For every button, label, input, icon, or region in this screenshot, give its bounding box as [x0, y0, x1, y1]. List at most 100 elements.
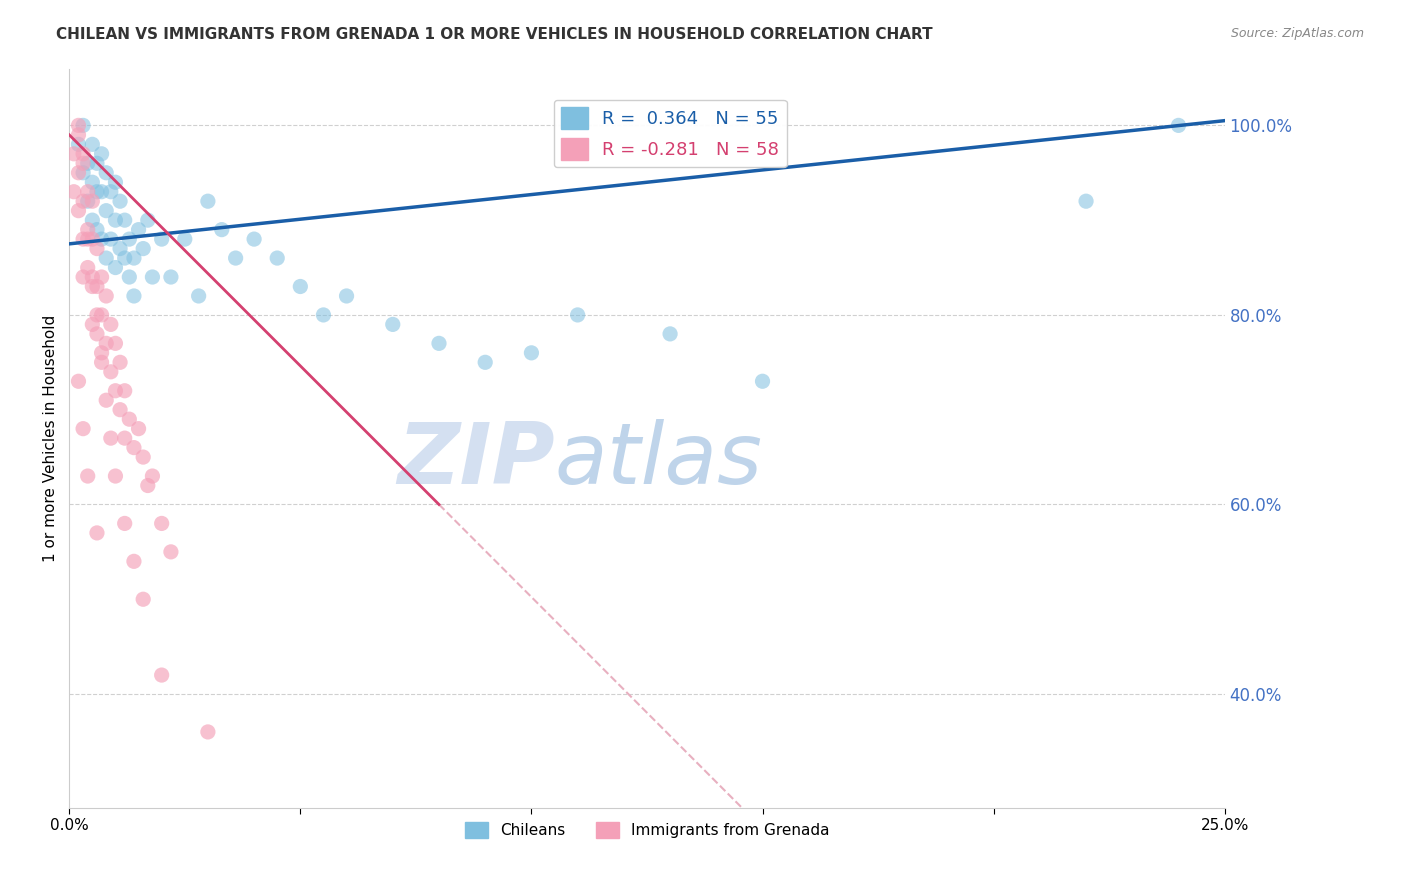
Point — [197, 194, 219, 209]
Point — [67, 374, 90, 388]
Point — [82, 232, 104, 246]
Point — [76, 260, 98, 275]
Legend: Chileans, Immigrants from Grenada: Chileans, Immigrants from Grenada — [458, 816, 835, 845]
Point — [211, 222, 233, 236]
Point — [659, 326, 682, 341]
Point — [86, 242, 108, 256]
Point — [104, 384, 127, 398]
Point — [72, 194, 94, 209]
Point — [197, 725, 219, 739]
Point — [96, 166, 118, 180]
Point — [90, 270, 112, 285]
Point — [82, 194, 104, 209]
Point — [90, 308, 112, 322]
Point — [72, 156, 94, 170]
Point — [128, 422, 150, 436]
Point — [141, 270, 163, 285]
Point — [96, 203, 118, 218]
Point — [90, 355, 112, 369]
Point — [520, 346, 543, 360]
Point — [136, 213, 159, 227]
Point — [114, 213, 136, 227]
Point — [63, 185, 86, 199]
Point — [114, 431, 136, 445]
Point — [335, 289, 357, 303]
Point — [76, 222, 98, 236]
Point — [100, 365, 122, 379]
Point — [104, 336, 127, 351]
Point — [72, 119, 94, 133]
Point — [63, 146, 86, 161]
Point — [76, 232, 98, 246]
Point — [96, 251, 118, 265]
Text: CHILEAN VS IMMIGRANTS FROM GRENADA 1 OR MORE VEHICLES IN HOUSEHOLD CORRELATION C: CHILEAN VS IMMIGRANTS FROM GRENADA 1 OR … — [56, 27, 932, 42]
Point — [76, 156, 98, 170]
Point — [266, 251, 288, 265]
Point — [114, 516, 136, 531]
Point — [86, 308, 108, 322]
Point — [90, 346, 112, 360]
Point — [132, 450, 155, 464]
Point — [312, 308, 335, 322]
Point — [427, 336, 450, 351]
Point — [96, 289, 118, 303]
Point — [104, 213, 127, 227]
Point — [290, 279, 312, 293]
Point — [122, 441, 145, 455]
Point — [96, 393, 118, 408]
Point — [82, 175, 104, 189]
Point — [90, 146, 112, 161]
Point — [128, 222, 150, 236]
Point — [72, 146, 94, 161]
Point — [567, 308, 589, 322]
Point — [86, 185, 108, 199]
Point — [104, 175, 127, 189]
Point — [1167, 119, 1189, 133]
Point — [72, 232, 94, 246]
Point — [67, 119, 90, 133]
Point — [72, 270, 94, 285]
Point — [108, 194, 131, 209]
Point — [76, 185, 98, 199]
Point — [86, 326, 108, 341]
Point — [108, 355, 131, 369]
Point — [82, 213, 104, 227]
Text: ZIP: ZIP — [396, 419, 554, 502]
Point — [108, 242, 131, 256]
Point — [82, 270, 104, 285]
Point — [90, 232, 112, 246]
Point — [104, 260, 127, 275]
Point — [86, 525, 108, 540]
Point — [118, 232, 141, 246]
Point — [187, 289, 209, 303]
Point — [751, 374, 773, 388]
Point — [67, 203, 90, 218]
Point — [86, 279, 108, 293]
Point — [100, 232, 122, 246]
Point — [122, 289, 145, 303]
Point — [76, 194, 98, 209]
Point — [67, 166, 90, 180]
Point — [243, 232, 266, 246]
Y-axis label: 1 or more Vehicles in Household: 1 or more Vehicles in Household — [44, 315, 58, 562]
Point — [86, 156, 108, 170]
Point — [150, 232, 173, 246]
Point — [72, 422, 94, 436]
Point — [132, 592, 155, 607]
Text: atlas: atlas — [554, 419, 762, 502]
Point — [72, 166, 94, 180]
Point — [108, 402, 131, 417]
Point — [67, 137, 90, 152]
Point — [160, 270, 183, 285]
Point — [160, 545, 183, 559]
Point — [1074, 194, 1097, 209]
Point — [381, 318, 404, 332]
Point — [82, 137, 104, 152]
Point — [82, 279, 104, 293]
Point — [118, 412, 141, 426]
Point — [86, 222, 108, 236]
Point — [114, 384, 136, 398]
Point — [150, 516, 173, 531]
Point — [225, 251, 247, 265]
Point — [100, 431, 122, 445]
